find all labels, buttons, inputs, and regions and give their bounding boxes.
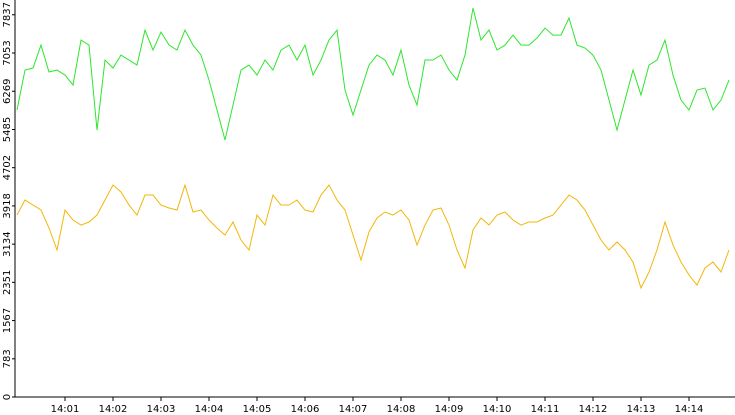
x-tick-label: 14:09	[435, 404, 464, 415]
y-tick-label: 7837	[2, 2, 13, 27]
y-tick-label: 2351	[2, 270, 13, 295]
y-tick-label: 783	[2, 349, 13, 368]
x-tick-label: 14:04	[195, 404, 224, 415]
y-tick-label: 3918	[2, 193, 13, 218]
x-tick-label: 14:07	[339, 404, 368, 415]
x-tick-label: 14:03	[147, 404, 176, 415]
x-tick-label: 14:02	[99, 404, 128, 415]
x-tick-label: 14:14	[675, 404, 704, 415]
x-tick-label: 14:05	[243, 404, 272, 415]
x-tick-label: 14:11	[531, 404, 560, 415]
series-line	[16, 7, 730, 141]
y-tick-label: 1567	[2, 308, 13, 333]
y-tick-label: 4702	[2, 155, 13, 180]
y-tick-label: 6269	[2, 79, 13, 104]
x-tick-label: 14:10	[483, 404, 512, 415]
x-tick-label: 14:12	[579, 404, 608, 415]
y-tick-label: 3134	[2, 231, 13, 256]
x-tick-label: 14:13	[627, 404, 656, 415]
y-tick-label: 7053	[2, 40, 13, 65]
x-tick-label: 14:08	[387, 404, 416, 415]
y-tick-label: 5485	[2, 117, 13, 142]
x-tick-label: 14:06	[291, 404, 320, 415]
x-tick-label: 14:01	[51, 404, 80, 415]
y-tick-label: 0	[2, 394, 13, 400]
series-line	[16, 183, 730, 290]
